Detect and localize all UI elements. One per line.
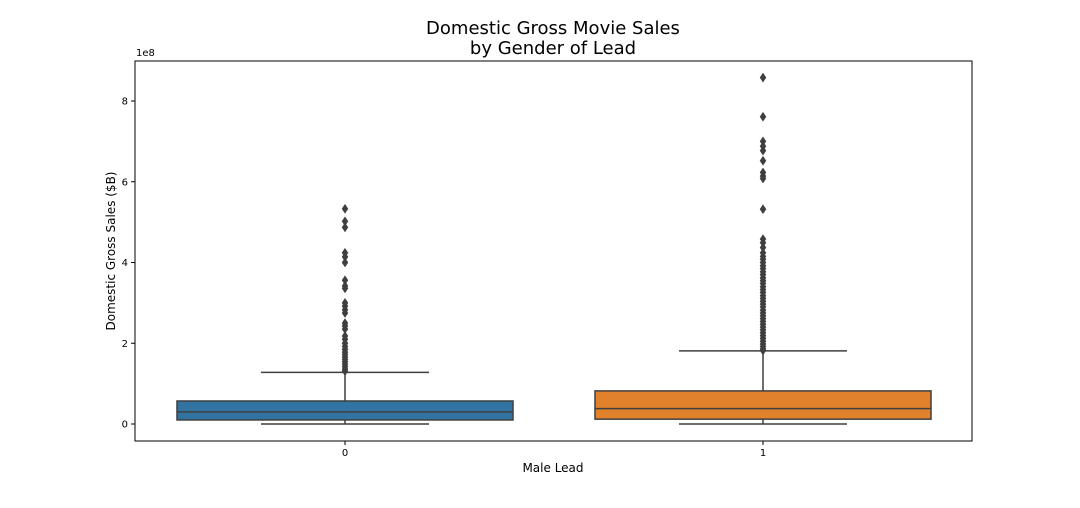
box-iqr (176, 400, 514, 421)
plot-area-frame (134, 60, 973, 442)
outlier-point (341, 222, 349, 233)
y-axis-offset-label: 1e8 (136, 48, 155, 59)
chart-title-line-1: Domestic Gross Movie Sales (426, 18, 680, 39)
box-iqr (594, 390, 932, 420)
y-tick-label: 8 (122, 97, 128, 108)
y-tick-label: 4 (122, 258, 128, 269)
outlier-point (759, 111, 767, 122)
outlier-point (341, 283, 349, 294)
y-tick-label: 0 (122, 420, 128, 431)
outlier-point (341, 203, 349, 214)
outlier-point (341, 366, 349, 377)
outlier-point (759, 345, 767, 356)
y-tick-label: 6 (122, 177, 128, 188)
x-axis-label: Male Lead (522, 461, 583, 475)
outlier-point (759, 145, 767, 156)
y-tick-label: 2 (122, 339, 128, 350)
outlier-point (341, 257, 349, 268)
x-tick-label: 1 (760, 448, 766, 459)
y-axis-label: Domestic Gross Sales ($B) (104, 172, 118, 331)
chart-title-line-2: by Gender of Lead (470, 38, 636, 59)
outlier-point (759, 204, 767, 215)
chart-marks: 0 2 4 6 8 0 1 (122, 72, 932, 459)
outlier-point (341, 308, 349, 318)
outlier-point (759, 173, 767, 184)
outlier-point (759, 72, 767, 83)
outlier-point (759, 155, 767, 166)
x-tick-label: 0 (342, 448, 348, 459)
